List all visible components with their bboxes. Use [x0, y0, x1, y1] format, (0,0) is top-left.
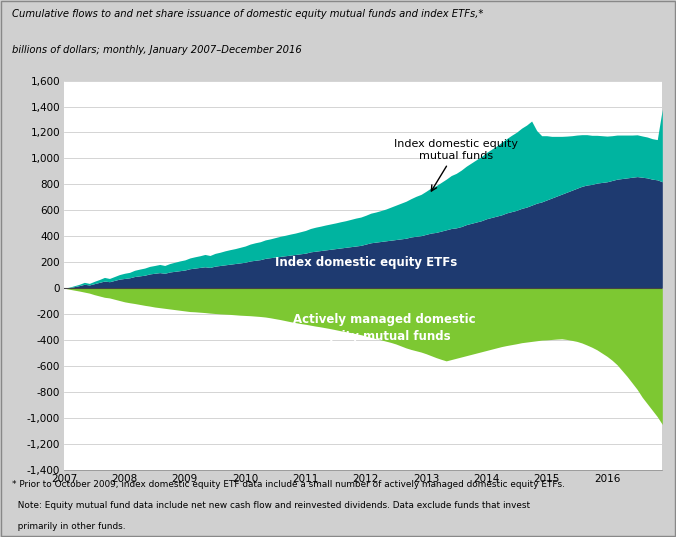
- Text: primarily in other funds.: primarily in other funds.: [12, 521, 126, 531]
- Text: Actively managed domestic
equity mutual funds: Actively managed domestic equity mutual …: [293, 314, 475, 344]
- Text: Index domestic equity
mutual funds: Index domestic equity mutual funds: [394, 140, 518, 191]
- Text: Index domestic equity ETFs: Index domestic equity ETFs: [274, 256, 457, 268]
- Text: Note: Equity mutual fund data include net new cash flow and reinvested dividends: Note: Equity mutual fund data include ne…: [12, 501, 530, 510]
- Text: billions of dollars; monthly, January 2007–December 2016: billions of dollars; monthly, January 20…: [12, 45, 302, 55]
- Text: * Prior to October 2009, index domestic equity ETF data include a small number o: * Prior to October 2009, index domestic …: [12, 480, 565, 489]
- Text: Cumulative flows to and net share issuance of domestic equity mutual funds and i: Cumulative flows to and net share issuan…: [12, 9, 483, 19]
